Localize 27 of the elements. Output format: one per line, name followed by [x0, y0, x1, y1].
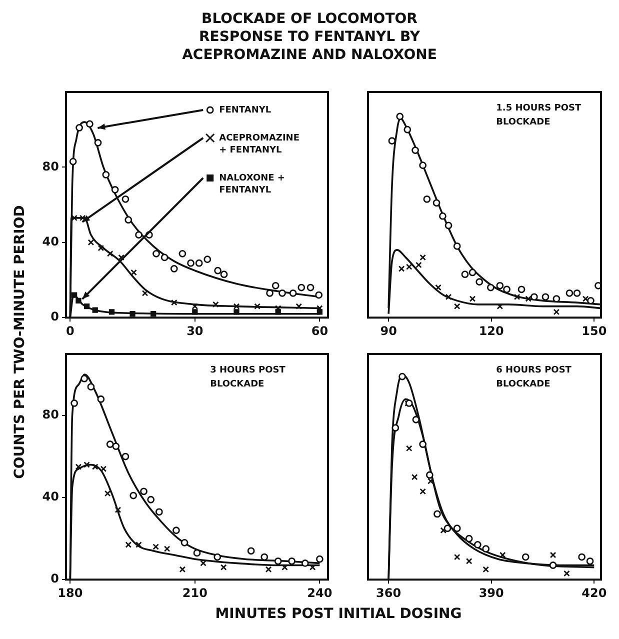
- x-tick-label: 180: [58, 586, 83, 600]
- legend-label: NALOXONE + FENTANYL: [219, 173, 285, 196]
- annotation: 1.5 HOURS POST BLOCKADE: [496, 103, 582, 128]
- annotation: 6 HOURS POST BLOCKADE: [496, 365, 572, 390]
- y-axis-title: COUNTS PER TWO-MINUTE PERIOD: [12, 204, 29, 481]
- y-tick-label: 40: [42, 234, 59, 249]
- x-axis-title: MINUTES POST INITIAL DOSING: [214, 606, 463, 622]
- x-tick-label: 360: [376, 586, 402, 600]
- chart-title: BLOCKADE OF LOCOMOTOR RESPONSE TO FENTANYL BY ACEPROMAZINE AND NALOXONE: [181, 10, 438, 64]
- x-tick-label: 120: [478, 324, 504, 338]
- annotation: 3 HOURS POST BLOCKADE: [210, 365, 286, 390]
- y-tick-label: 80: [42, 408, 59, 422]
- y-tick-label: 40: [42, 490, 59, 504]
- x-tick-label: 210: [182, 586, 208, 600]
- x-tick-label: 60: [311, 324, 328, 338]
- x-tick-label: 390: [478, 586, 504, 600]
- x-tick-label: 420: [582, 586, 607, 600]
- x-tick-label: 30: [186, 324, 204, 338]
- legend-label: ACEPROMAZINE + FENTANYL: [219, 133, 300, 156]
- legend-label: FENTANYL: [219, 105, 272, 116]
- x-tick-label: 150: [582, 324, 607, 338]
- y-tick-label: 80: [42, 159, 59, 174]
- x-tick-label: 0: [66, 324, 74, 338]
- y-tick-label: 0: [50, 572, 59, 586]
- y-tick-label: 0: [50, 310, 59, 324]
- x-tick-label: 90: [380, 324, 397, 338]
- x-tick-label: 240: [307, 586, 332, 600]
